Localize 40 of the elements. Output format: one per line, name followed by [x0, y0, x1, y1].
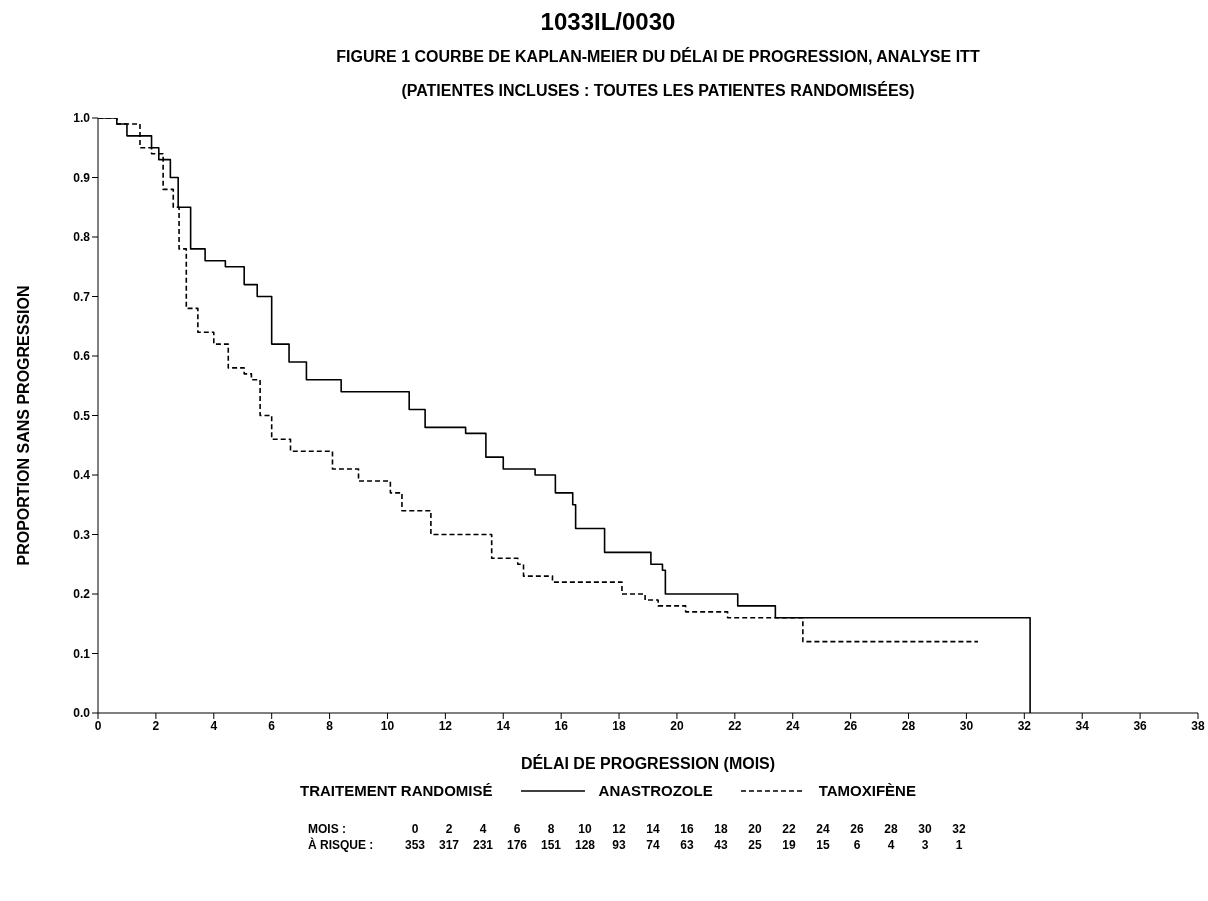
x-axis-title: DÉLAI DE PROGRESSION (MOIS) — [520, 754, 776, 772]
x-tick-label: 32 — [1017, 718, 1032, 733]
chart-title: 1033IL/0030 — [539, 8, 677, 36]
y-axis-title: PROPORTION SANS PROGRESSION — [14, 285, 32, 566]
legend-title: TRAITEMENT RANDOMISÉ — [300, 782, 493, 799]
x-tick-label: 38 — [1191, 718, 1205, 733]
y-tick-label: 1.0 — [73, 111, 91, 126]
y-tick-label: 0.7 — [73, 289, 91, 304]
x-tick-label: 6 — [268, 718, 276, 733]
x-tick-label: 22 — [728, 718, 742, 733]
x-tick-label: 36 — [1133, 718, 1148, 733]
x-tick-label: 28 — [901, 718, 916, 733]
legend-label: ANASTROZOLE — [598, 782, 713, 799]
y-tick-label: 0.9 — [73, 170, 91, 185]
x-tick-label: 10 — [380, 718, 395, 733]
x-tick-label: 14 — [496, 718, 511, 733]
text: MOIS : 0 2 4 6 8 10 12 14 16 18 20 22 24 26 28 30 32 — [308, 822, 966, 836]
x-tick-label: 30 — [959, 718, 974, 733]
y-tick-label: 0.8 — [73, 230, 91, 245]
chart-subtitle: FIGURE 1 COURBE DE KAPLAN-MEIER DU DÉLAI DE PROGRESSION, ANALYSE ITT (PATIENTES INCLUSES : TOUTES LES PATIENTES RANDOMISÉES) — [335, 46, 981, 101]
x-tick-label: 34 — [1075, 718, 1090, 733]
x-tick-label: 0 — [94, 718, 102, 733]
x-tick-label: 20 — [670, 718, 684, 733]
x-tick-label: 24 — [786, 718, 800, 733]
text: À RISQUE : 353 317 231 176 151 128 93 74 63 43 25 19 15 6 4 3 1 — [308, 838, 963, 852]
y-tick-label: 0.5 — [73, 408, 91, 423]
y-tick-label: 0.2 — [73, 587, 91, 602]
legend-label: TAMOXIFÈNE — [818, 782, 916, 799]
y-tick-label: 0.3 — [73, 527, 91, 542]
y-tick-label: 0.4 — [73, 468, 91, 483]
y-tick-label: 0.6 — [73, 349, 91, 364]
y-tick-label: 0.1 — [73, 646, 91, 661]
x-tick-label: 2 — [152, 718, 160, 733]
x-tick-label: 26 — [843, 718, 858, 733]
x-tick-label: 8 — [326, 718, 334, 733]
x-tick-label: 16 — [554, 718, 569, 733]
y-tick-label: 0.0 — [73, 706, 91, 721]
x-tick-label: 4 — [210, 718, 218, 733]
x-tick-label: 12 — [438, 718, 453, 733]
x-tick-label: 18 — [612, 718, 627, 733]
